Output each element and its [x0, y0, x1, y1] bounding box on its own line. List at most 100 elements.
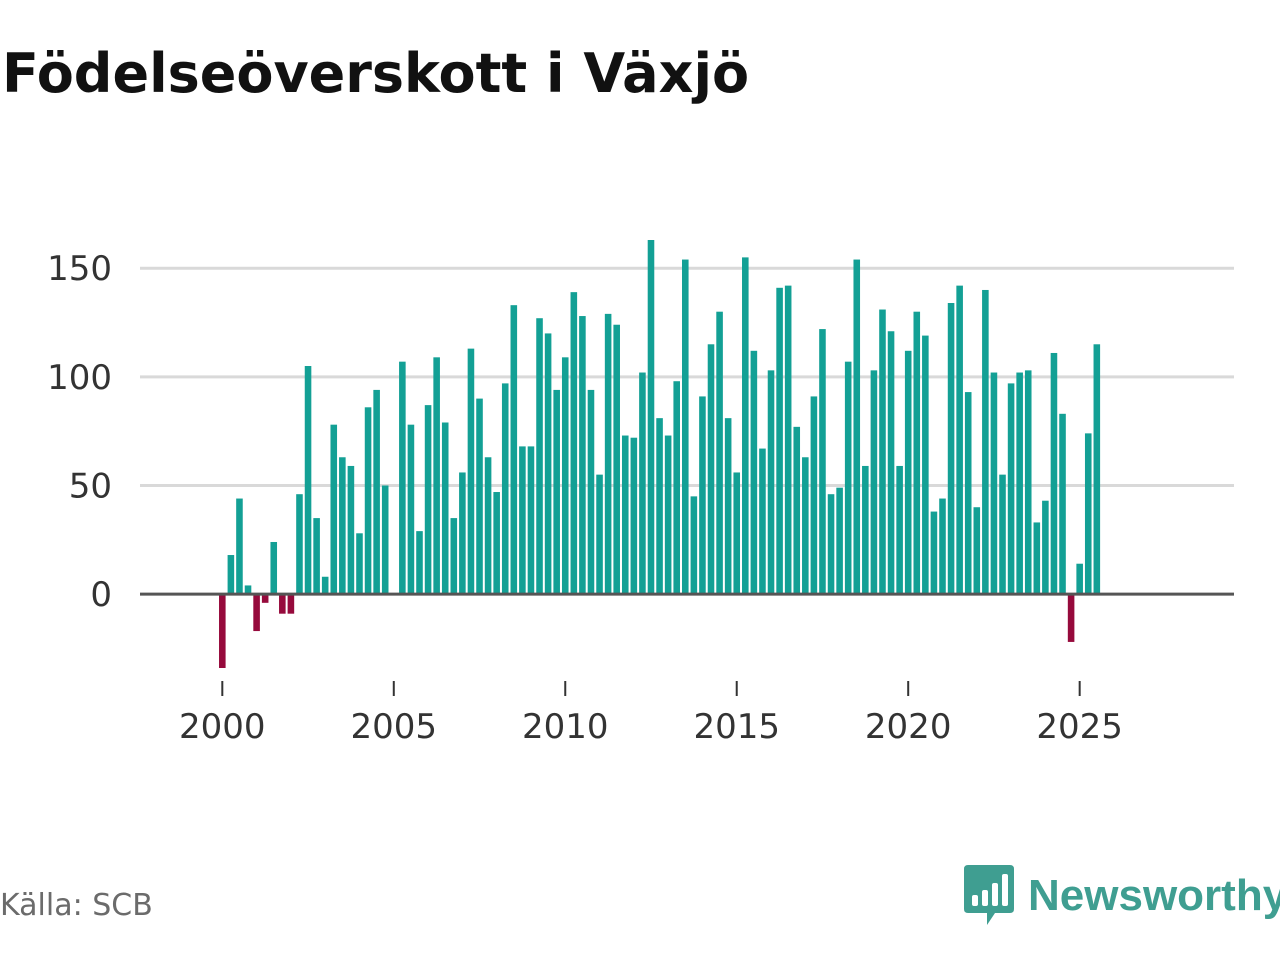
bar [373, 389, 380, 595]
bar [964, 392, 972, 595]
bar [536, 318, 543, 595]
bar [381, 485, 389, 595]
bar [742, 257, 749, 595]
bar [802, 457, 809, 595]
bar [1093, 344, 1101, 595]
bar [733, 472, 741, 595]
bar [956, 285, 963, 595]
bar [1007, 383, 1015, 595]
bar [793, 426, 801, 595]
bar [621, 435, 629, 595]
bar [664, 435, 672, 595]
bar [459, 472, 466, 595]
bar [827, 494, 835, 595]
bar [416, 531, 423, 595]
x-tick-label: 2015 [693, 707, 780, 747]
bar [913, 311, 921, 595]
bar [501, 383, 509, 595]
bar [1033, 522, 1041, 595]
bar [467, 348, 475, 595]
bar [364, 407, 372, 595]
bar [1076, 563, 1083, 595]
bar [587, 389, 595, 595]
bar [681, 259, 689, 595]
bar [707, 344, 715, 595]
bar [261, 594, 269, 603]
bar [596, 474, 603, 595]
bar [982, 289, 989, 595]
bar [1084, 433, 1092, 595]
bar [424, 405, 432, 595]
bar [999, 474, 1006, 595]
bar [639, 372, 646, 595]
bar [879, 309, 886, 595]
bar [304, 366, 312, 595]
bar [904, 350, 912, 595]
bar [630, 437, 638, 595]
bar [347, 465, 355, 595]
bar [544, 333, 552, 595]
x-tick-label: 2010 [522, 707, 609, 747]
bar [699, 396, 706, 595]
bar [862, 465, 869, 595]
bar [887, 331, 895, 595]
bar [227, 555, 235, 595]
x-tick-label: 2005 [351, 707, 438, 747]
chart-title: Födelseöverskott i Växjö [2, 42, 750, 105]
bar [399, 361, 406, 595]
bar [236, 498, 243, 595]
bar [776, 287, 783, 595]
bar [579, 316, 586, 595]
bar [253, 594, 260, 632]
bar [519, 446, 526, 595]
y-tick-label: 150 [47, 249, 112, 289]
bar [647, 240, 655, 595]
bar [1042, 500, 1049, 595]
bar [1016, 372, 1023, 595]
bar [819, 329, 826, 595]
bar-chart-speech-bubble-icon [964, 865, 1014, 925]
bar [484, 457, 492, 595]
bar [510, 305, 518, 595]
bar [930, 511, 938, 595]
bar [450, 518, 458, 595]
y-tick-label: 0 [90, 575, 112, 615]
bar [339, 457, 346, 595]
bar [321, 576, 329, 595]
bar [759, 448, 766, 595]
bar [613, 324, 620, 595]
bar [716, 311, 723, 595]
bar [604, 313, 612, 595]
source-note: Källa: SCB [0, 888, 153, 923]
y-tick-label: 50 [69, 467, 112, 507]
bar [296, 494, 303, 595]
bar [973, 507, 981, 595]
bar [219, 594, 226, 668]
bar [784, 285, 792, 595]
bar [287, 594, 295, 614]
bar [724, 418, 732, 595]
bar [853, 259, 861, 595]
bar [836, 487, 843, 595]
x-tick-label: 2025 [1036, 707, 1123, 747]
bar [870, 370, 878, 595]
x-tick-label: 2020 [865, 707, 952, 747]
bar [493, 492, 500, 595]
bar [810, 396, 818, 595]
y-tick-label: 100 [47, 358, 112, 398]
bar [1050, 352, 1058, 595]
bar [673, 381, 680, 595]
bar [244, 585, 252, 595]
bar [656, 418, 663, 595]
bar [690, 496, 698, 595]
bar [947, 303, 955, 595]
bar [896, 465, 903, 595]
bar [570, 292, 578, 595]
bar [767, 370, 775, 595]
bar [433, 357, 440, 595]
bar [939, 498, 946, 595]
bar [313, 518, 320, 595]
bar [922, 335, 929, 595]
x-axis: 2000 2005 2010 2015 2020 2025 [179, 681, 1123, 747]
y-axis: 0 50 100 150 [47, 249, 112, 615]
